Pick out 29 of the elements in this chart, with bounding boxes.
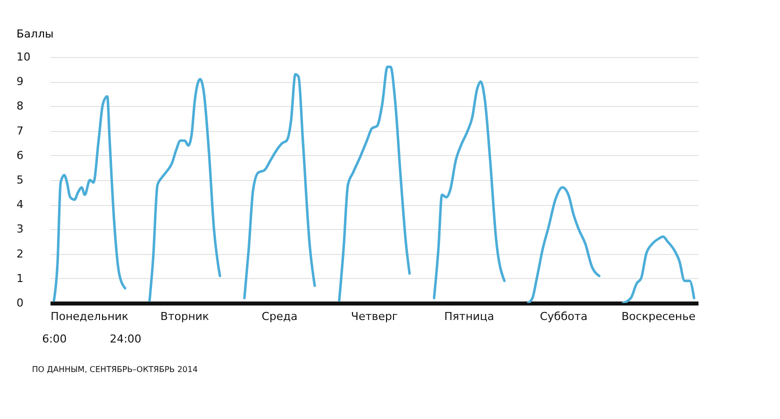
y-axis-title: Баллы [16,28,54,40]
line-series [526,186,600,303]
y-tick-label: 2 [16,247,24,260]
line-series [243,72,316,300]
series-label: Вторник [160,310,210,323]
line-series [622,235,696,303]
line-series [52,95,126,302]
text: ПО ДАННЫМ, СЕНТЯБРЬ–ОКТЯБРЬ 2014 [32,365,198,374]
series-label: Суббота [540,310,588,323]
line-series [338,66,411,302]
line-series [148,78,222,302]
x-tick-label: 6:00 [42,332,67,346]
y-tick-label: 7 [16,124,24,138]
y-tick-label: 4 [16,198,24,212]
series-label: Понедельник [50,310,129,323]
series-label: Пятница [444,310,494,323]
series-label: Среда [262,310,298,323]
y-tick-label: 8 [16,100,24,113]
y-tick-label: 9 [16,75,24,88]
y-tick-label: 10 [16,50,30,64]
x-tick-label: 24:00 [110,332,142,346]
y-tick-label: 3 [16,222,24,236]
y-tick-label: 0 [16,296,24,310]
series-label: Воскресенье [621,310,696,323]
y-tick-label: 1 [16,272,24,285]
series-label: Четверг [351,310,398,323]
y-tick-label: 5 [16,174,24,186]
y-tick-label: 6 [16,148,24,162]
line-series [432,80,506,300]
